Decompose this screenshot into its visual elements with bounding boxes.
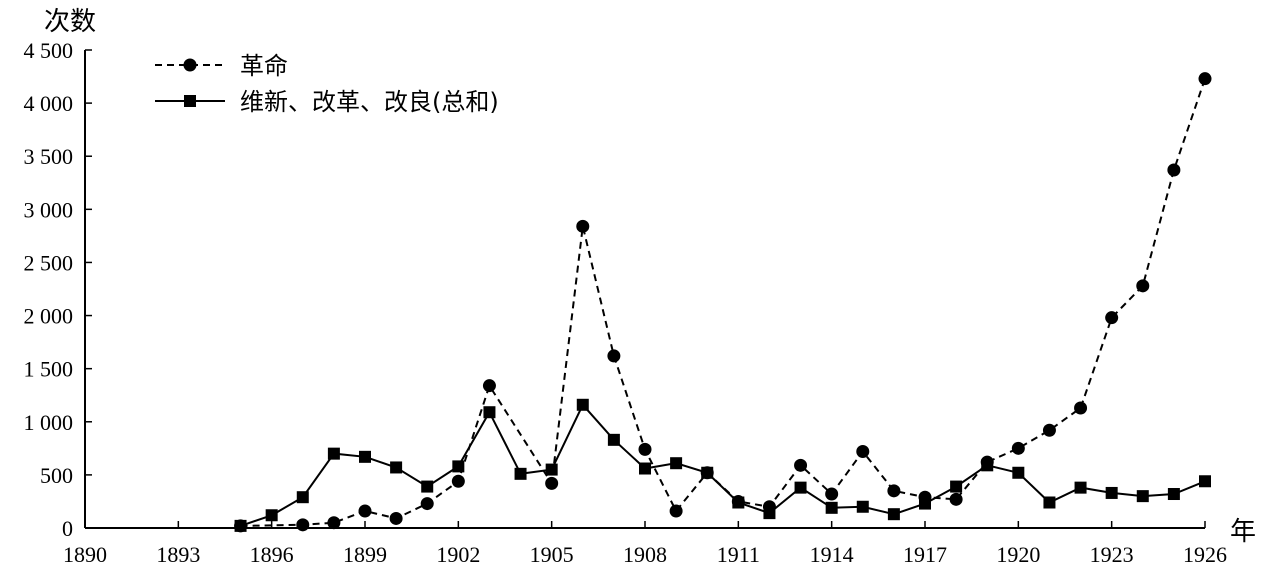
- data-point-1: [421, 480, 434, 493]
- x-tick-label: 1902: [436, 542, 480, 567]
- data-point-0: [607, 349, 621, 363]
- legend-marker-reform: [184, 95, 196, 107]
- data-point-1: [483, 406, 496, 419]
- y-tick-label: 3 500: [24, 144, 74, 169]
- y-tick-label: 3 000: [24, 197, 74, 222]
- y-tick-label: 0: [62, 516, 73, 541]
- series-line-1: [240, 403, 1206, 527]
- data-point-1: [887, 508, 900, 521]
- data-point-0: [576, 219, 590, 233]
- data-point-0: [482, 379, 496, 393]
- data-point-1: [607, 433, 620, 446]
- data-point-0: [949, 492, 963, 506]
- legend: 革命 维新、改革、改良(总和): [155, 52, 499, 116]
- data-point-1: [950, 480, 963, 493]
- data-point-1: [234, 519, 247, 532]
- axes: [84, 50, 1205, 529]
- y-tick-label: 2 000: [24, 304, 74, 329]
- data-point-1: [1136, 490, 1149, 503]
- data-point-1: [670, 457, 683, 470]
- data-point-0: [420, 497, 434, 511]
- data-point-0: [1167, 163, 1181, 177]
- data-point-0: [1136, 279, 1150, 293]
- series: [234, 72, 1212, 533]
- data-point-0: [1198, 72, 1212, 86]
- data-point-1: [327, 447, 340, 460]
- data-point-0: [856, 445, 870, 459]
- y-tick-label: 4 500: [24, 38, 74, 63]
- data-point-1: [639, 462, 651, 475]
- data-point-0: [327, 516, 341, 530]
- data-point-1: [390, 461, 403, 474]
- data-point-0: [638, 442, 652, 456]
- series-line-0: [240, 78, 1206, 527]
- x-tick-label: 1899: [343, 542, 387, 567]
- data-point-1: [1167, 488, 1180, 501]
- data-point-0: [887, 484, 901, 498]
- data-point-0: [389, 511, 403, 525]
- data-point-1: [919, 497, 931, 510]
- data-point-0: [1042, 423, 1056, 437]
- legend-label-reform: 维新、改革、改良(总和): [240, 88, 499, 116]
- x-tick-label: 1917: [903, 542, 947, 567]
- data-point-0: [451, 474, 465, 488]
- data-point-1: [1105, 486, 1118, 499]
- data-point-0: [1105, 311, 1119, 325]
- data-point-1: [856, 500, 869, 513]
- x-tick-label: 1890: [63, 542, 107, 567]
- data-point-0: [1074, 401, 1088, 415]
- x-tick-label: 1923: [1090, 542, 1134, 567]
- data-point-0: [358, 504, 372, 518]
- x-tick-label: 1905: [530, 542, 574, 567]
- x-tick-label: 1920: [996, 542, 1040, 567]
- data-point-1: [452, 460, 465, 473]
- x-tick-label: 1908: [623, 542, 667, 567]
- data-point-0: [545, 476, 559, 490]
- data-point-1: [576, 398, 589, 411]
- data-point-1: [1012, 466, 1025, 479]
- data-point-1: [1043, 496, 1056, 509]
- data-point-1: [794, 481, 807, 494]
- ticks: 1890 1893 1896 1899 1902 1905 1908 1911 1914 1917…: [24, 38, 1228, 567]
- y-tick-label: 4 000: [24, 91, 74, 116]
- data-point-1: [1199, 475, 1211, 488]
- data-point-1: [981, 459, 994, 472]
- data-point-1: [763, 507, 776, 520]
- data-point-1: [545, 463, 558, 476]
- data-point-0: [1011, 441, 1025, 455]
- data-point-1: [359, 450, 371, 463]
- data-point-1: [296, 491, 309, 504]
- y-tick-label: 1 000: [24, 410, 74, 435]
- legend-marker-revolution: [183, 58, 197, 72]
- y-axis-title: 次数: [44, 7, 96, 37]
- data-point-1: [514, 467, 527, 480]
- data-point-1: [825, 501, 838, 514]
- data-point-1: [701, 466, 714, 479]
- data-point-0: [794, 458, 808, 472]
- x-tick-label: 1911: [717, 542, 760, 567]
- data-point-0: [825, 487, 839, 501]
- x-axis-title: 年: [1230, 517, 1256, 547]
- y-tick-label: 500: [40, 463, 73, 488]
- x-tick-label: 1914: [810, 542, 854, 567]
- y-tick-label: 1 500: [24, 357, 74, 382]
- x-tick-label: 1896: [250, 542, 294, 567]
- data-point-0: [296, 518, 310, 532]
- data-point-0: [669, 504, 683, 518]
- x-tick-label: 1926: [1183, 542, 1227, 567]
- data-point-1: [265, 509, 278, 522]
- y-tick-label: 2 500: [24, 250, 74, 275]
- x-tick-label: 1893: [156, 542, 200, 567]
- legend-label-revolution: 革命: [240, 52, 288, 80]
- data-point-1: [732, 496, 745, 509]
- data-point-1: [1074, 481, 1087, 494]
